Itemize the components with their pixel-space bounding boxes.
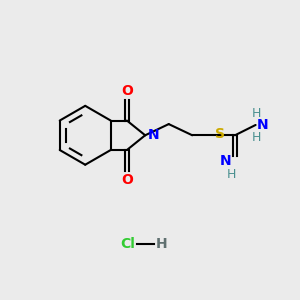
Text: Cl: Cl xyxy=(120,237,135,251)
Text: N: N xyxy=(148,128,159,142)
Text: N: N xyxy=(220,154,231,168)
Text: O: O xyxy=(121,173,133,187)
Text: H: H xyxy=(252,131,262,144)
Text: H: H xyxy=(252,107,262,120)
Text: H: H xyxy=(156,237,167,251)
Text: H: H xyxy=(227,168,236,181)
Text: N: N xyxy=(257,118,268,132)
Text: O: O xyxy=(121,84,133,98)
Text: S: S xyxy=(215,127,225,141)
